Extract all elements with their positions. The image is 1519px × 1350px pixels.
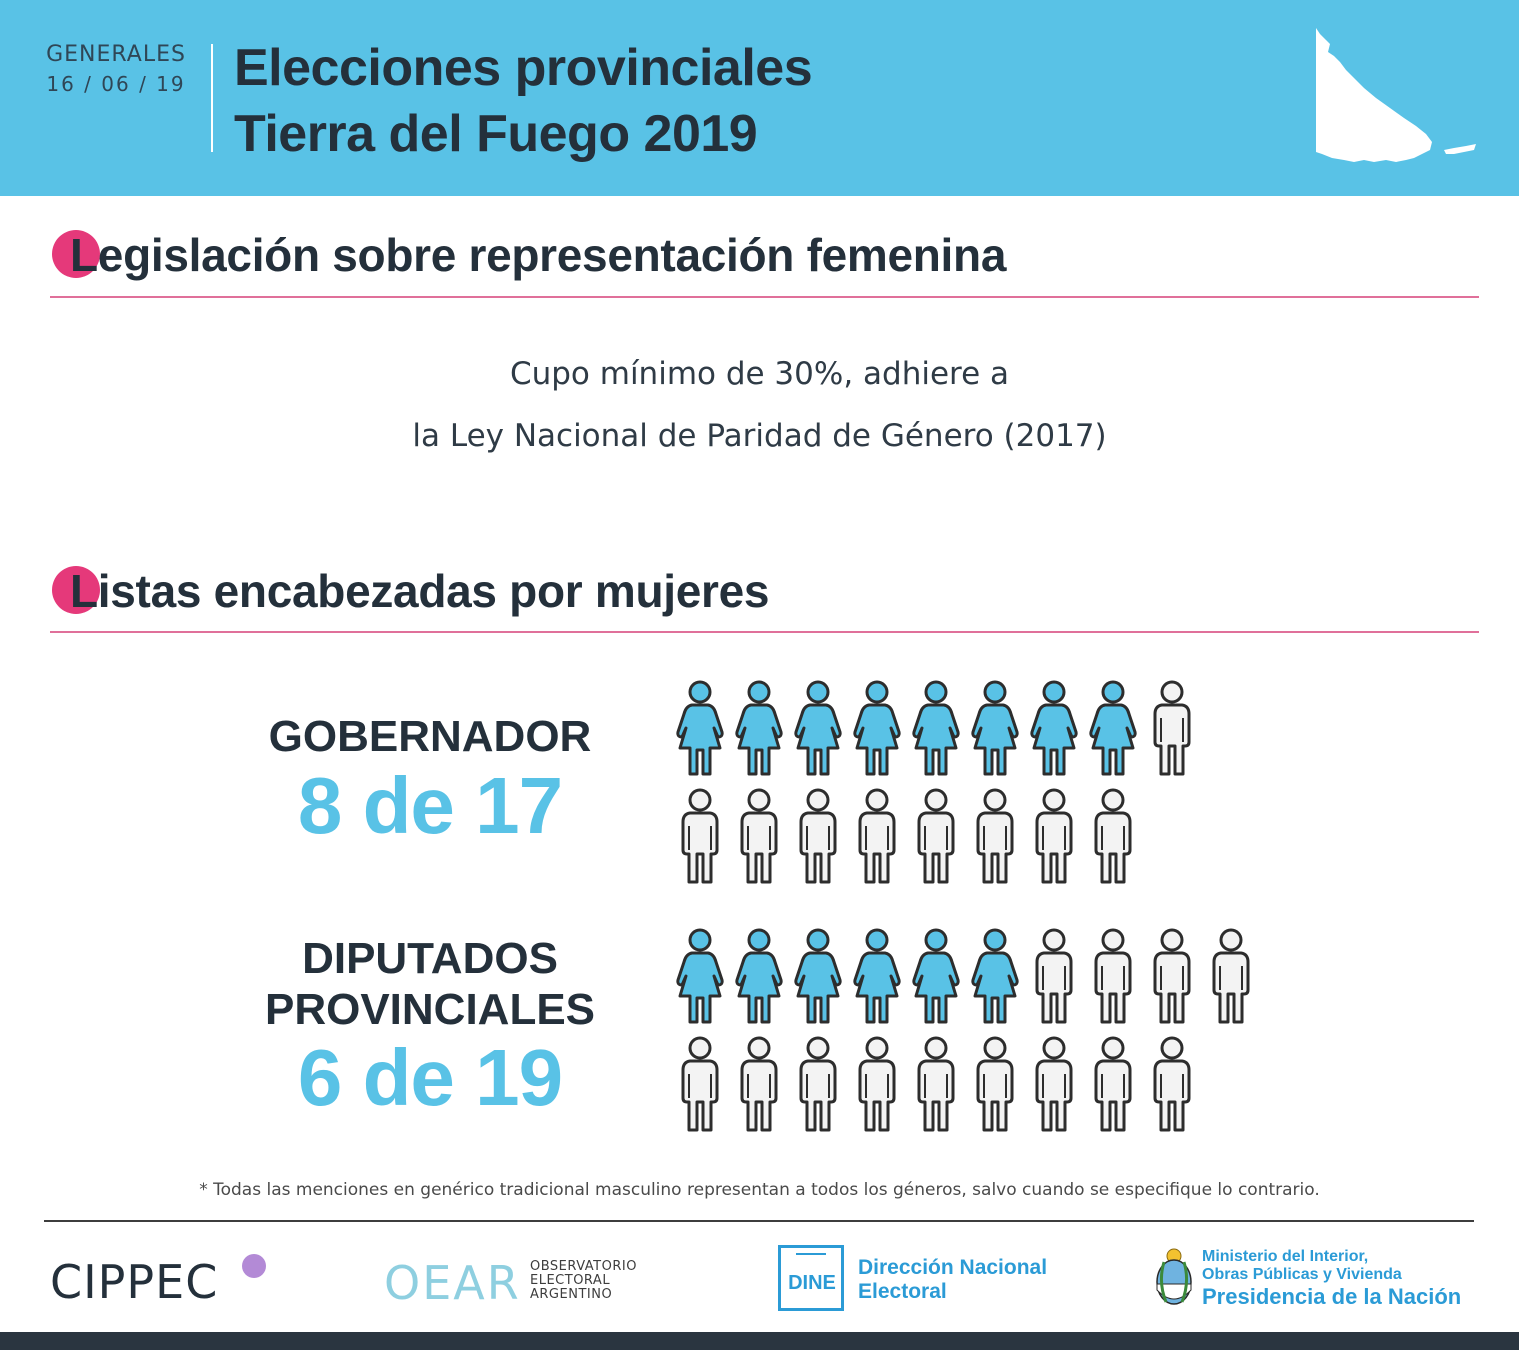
diputados-woman-icon [971,928,1019,1031]
gobernador-woman-icon [971,680,1019,783]
election-date: 16 / 06 / 19 [46,72,186,96]
gobernador-label: GOBERNADOR [268,712,592,761]
diputados-person-icon [971,1036,1019,1139]
header-banner [0,0,1519,196]
gobernador-pictogram [676,680,1276,890]
tierra-del-fuego-map-icon [1316,28,1476,162]
dine-logo-bar [796,1253,826,1255]
page-title-line2: Tierra del Fuego 2019 [234,105,758,163]
gobernador-woman-icon [1089,680,1137,783]
dine-name-line2: Electoral [858,1280,947,1303]
diputados-label-line1: DIPUTADOS [302,934,558,983]
quota-text-line1: Cupo mínimo de 30%, adhiere a [509,356,1010,392]
diputados-person-icon [1089,928,1137,1031]
diputados-person-icon [1148,928,1196,1031]
oear-subtitle-2: ELECTORAL [530,1273,611,1288]
diputados-woman-icon [912,928,960,1031]
dine-logo [778,1245,844,1311]
diputados-label-line2: PROVINCIALES [264,985,596,1034]
section-title-lists: Listas encabezadas por mujeres [70,565,770,617]
gobernador-woman-icon [676,680,724,783]
diputados-person-icon [1030,1036,1078,1139]
gobernador-person-icon [1148,680,1196,783]
gobernador-woman-icon [853,680,901,783]
section-divider-1 [50,296,1479,298]
gobernador-woman-icon [794,680,842,783]
gobernador-woman-icon [912,680,960,783]
diputados-person-icon [1089,1036,1137,1139]
gobernador-person-icon [912,788,960,891]
cippec-logo: CIPPEC [50,1255,219,1309]
footer-divider [44,1220,1474,1222]
ministry-line2: Obras Públicas y Vivienda [1202,1266,1402,1283]
oear-subtitle-3: ARGENTINO [530,1287,613,1302]
dine-logo-text: DINE [788,1272,836,1294]
gobernador-woman-icon [1030,680,1078,783]
diputados-person-icon [1148,1036,1196,1139]
diputados-person-icon [1030,928,1078,1031]
diputados-woman-icon [676,928,724,1031]
ministry-line1: Ministerio del Interior, [1202,1248,1369,1265]
national-coat-of-arms-icon [1156,1248,1192,1305]
election-type: GENERALES [46,42,186,67]
bottom-bar [0,1332,1519,1350]
gobernador-person-icon [971,788,1019,891]
section-bullet-1 [52,230,100,278]
cippec-logo-mark [242,1254,266,1278]
section-title-legislation: Legislación sobre representación femenin… [70,229,1007,281]
dine-name-line1: Dirección Nacional [858,1256,1048,1279]
diputados-pictogram [676,928,1276,1138]
gobernador-person-icon [794,788,842,891]
page-title-line1: Elecciones provinciales [234,39,813,97]
diputados-person-icon [912,1036,960,1139]
gobernador-woman-icon [735,680,783,783]
diputados-person-icon [676,1036,724,1139]
diputados-value: 6 de 19 [297,1033,563,1122]
diputados-woman-icon [735,928,783,1031]
oear-subtitle-1: OBSERVATORIO [530,1259,637,1274]
diputados-person-icon [853,1036,901,1139]
gobernador-person-icon [1030,788,1078,891]
gobernador-person-icon [676,788,724,891]
ministry-line3: Presidencia de la Nación [1202,1284,1462,1309]
header-divider [211,44,213,152]
section-bullet-2 [52,566,100,614]
quota-text-line2: la Ley Nacional de Paridad de Género (20… [412,418,1107,454]
diputados-person-icon [1207,928,1255,1031]
gobernador-person-icon [1089,788,1137,891]
diputados-person-icon [735,1036,783,1139]
oear-logo: OEAR [384,1256,521,1310]
footnote: * Todas las menciones en genérico tradic… [199,1180,1320,1200]
gobernador-person-icon [735,788,783,891]
diputados-woman-icon [853,928,901,1031]
diputados-woman-icon [794,928,842,1031]
gobernador-person-icon [853,788,901,891]
section-divider-2 [50,631,1479,633]
gobernador-value: 8 de 17 [297,761,563,850]
diputados-person-icon [794,1036,842,1139]
